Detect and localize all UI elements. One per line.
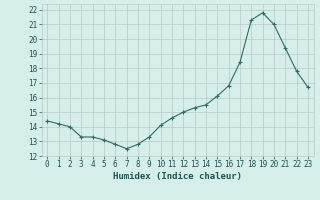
X-axis label: Humidex (Indice chaleur): Humidex (Indice chaleur): [113, 172, 242, 181]
